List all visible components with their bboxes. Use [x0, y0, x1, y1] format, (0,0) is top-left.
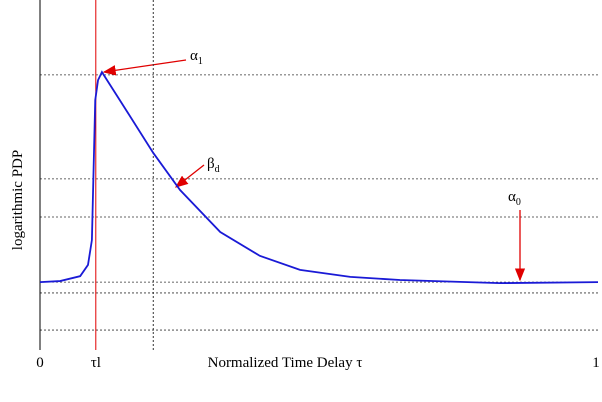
- x-tick-label: 1: [592, 355, 600, 371]
- line-series: [39, 70, 599, 285]
- annotation: βd: [207, 156, 220, 175]
- annotation: α1: [190, 48, 203, 67]
- x-tick-label: τl: [91, 355, 101, 371]
- x-tick-label: 0: [36, 355, 44, 371]
- x-axis-label: Normalized Time Delay τ: [208, 355, 363, 371]
- y-axis-label: logarithmic PDP: [10, 150, 26, 250]
- annotation: α0: [508, 189, 521, 208]
- arrow: [102, 59, 187, 76]
- arrow: [174, 164, 205, 188]
